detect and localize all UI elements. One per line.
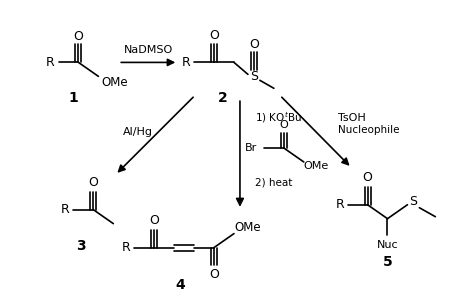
- Text: O: O: [73, 30, 83, 43]
- Text: Nuc: Nuc: [377, 239, 398, 250]
- Text: R: R: [61, 203, 70, 216]
- Text: Nucleophile: Nucleophile: [338, 125, 399, 135]
- Text: O: O: [249, 38, 259, 51]
- Text: OMe: OMe: [303, 161, 328, 171]
- Text: NaDMSO: NaDMSO: [124, 45, 173, 55]
- Text: Al/Hg: Al/Hg: [123, 127, 153, 137]
- Text: R: R: [335, 198, 344, 211]
- Text: 1: 1: [68, 91, 78, 105]
- Text: O: O: [279, 120, 288, 130]
- Text: O: O: [209, 268, 219, 281]
- Text: 2: 2: [218, 91, 228, 105]
- Text: S: S: [250, 70, 258, 83]
- Text: 3: 3: [76, 239, 85, 253]
- Text: O: O: [149, 214, 159, 227]
- Text: O: O: [209, 29, 219, 42]
- Text: 1) KO$^t$Bu: 1) KO$^t$Bu: [255, 110, 302, 125]
- Text: Br: Br: [245, 143, 257, 153]
- Text: R: R: [122, 241, 130, 254]
- Text: 2) heat: 2) heat: [255, 178, 292, 188]
- Text: O: O: [89, 176, 99, 189]
- Text: 4: 4: [175, 278, 185, 292]
- Text: 5: 5: [382, 255, 392, 269]
- Text: S: S: [410, 195, 418, 208]
- Text: TsOH: TsOH: [338, 113, 365, 123]
- Text: OMe: OMe: [234, 221, 261, 234]
- Text: R: R: [46, 56, 55, 69]
- Text: OMe: OMe: [101, 76, 128, 89]
- Text: R: R: [182, 56, 190, 69]
- Text: O: O: [363, 171, 373, 184]
